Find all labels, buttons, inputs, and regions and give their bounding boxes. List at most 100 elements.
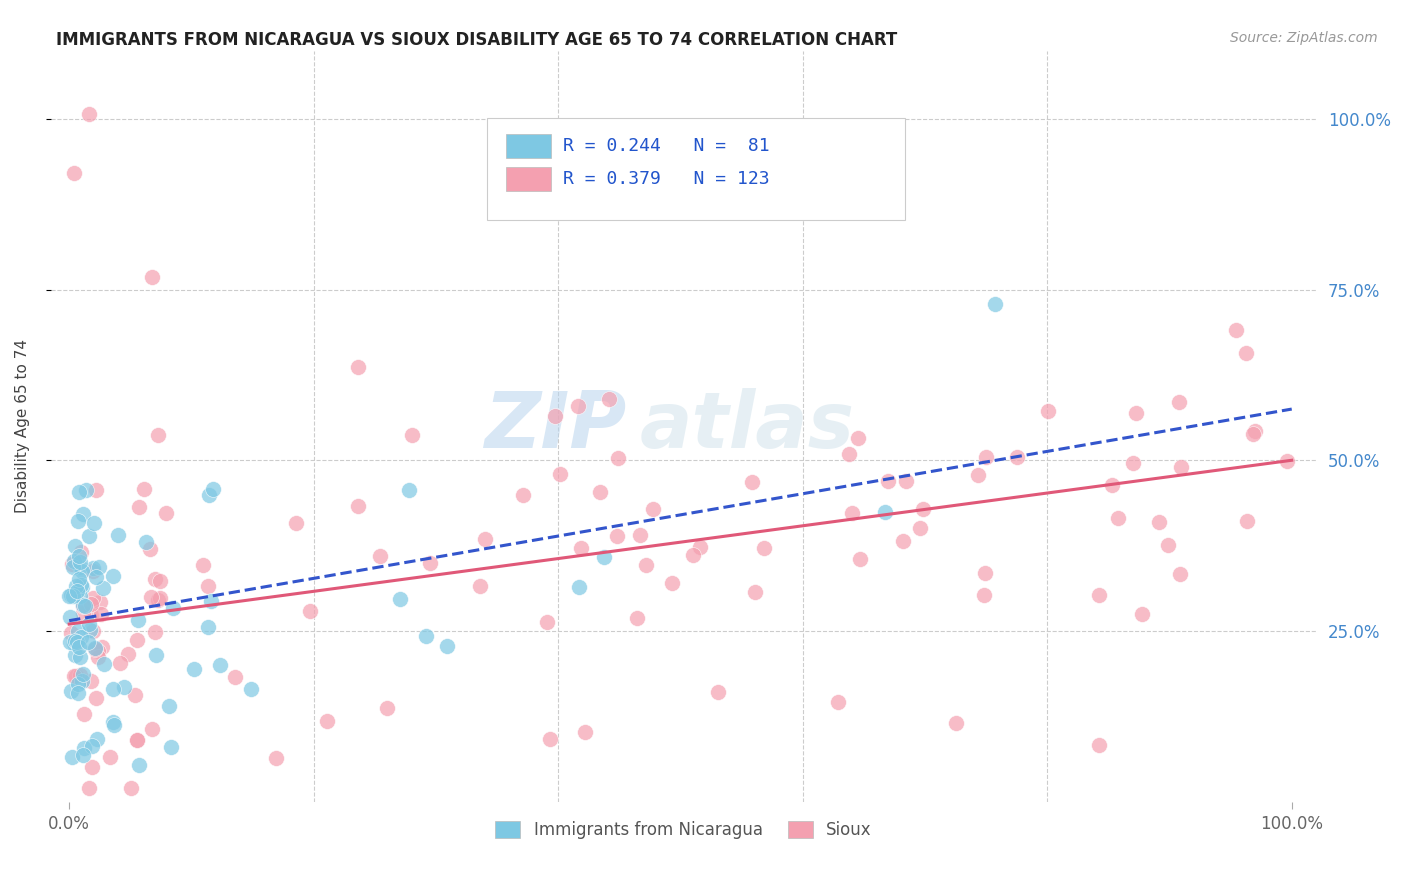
Point [69, 649, 91, 664]
Point [200, 594, 222, 608]
Point [1234, 346, 1257, 360]
Point [606, 450, 628, 465]
Point [62, 636, 84, 650]
Text: atlas: atlas [640, 388, 855, 464]
Point [744, 585, 766, 599]
Point [59, 588, 82, 602]
Point [706, 684, 728, 698]
Point [298, 604, 321, 618]
Point [67, 549, 90, 563]
Point [67, 572, 90, 586]
Point [1167, 394, 1189, 409]
Point [82, 591, 104, 605]
Point [1275, 453, 1298, 467]
Point [128, 500, 150, 515]
Point [202, 482, 225, 496]
Point [848, 552, 870, 566]
Point [436, 640, 458, 654]
Point [70, 673, 93, 688]
Point [893, 533, 915, 548]
Point [79, 624, 101, 638]
Point [66, 635, 89, 649]
Point [682, 549, 704, 563]
Point [69, 667, 91, 681]
Point [512, 488, 534, 502]
Point [67, 640, 90, 654]
Point [146, 427, 169, 442]
Bar [506, 167, 551, 191]
Text: IMMIGRANTS FROM NICARAGUA VS SIOUX DISABILITY AGE 65 TO 74 CORRELATION CHART: IMMIGRANTS FROM NICARAGUA VS SIOUX DISAB… [56, 31, 897, 49]
Point [568, 580, 591, 594]
Point [72, 599, 94, 614]
Point [198, 488, 221, 502]
Point [1241, 426, 1264, 441]
Point [347, 360, 370, 375]
Point [224, 669, 246, 683]
Text: R = 0.379   N = 123: R = 0.379 N = 123 [564, 170, 770, 188]
Point [90, 640, 112, 654]
Point [91, 582, 114, 596]
Point [134, 482, 156, 496]
Point [87, 650, 110, 665]
Point [827, 695, 849, 709]
Point [60, 558, 83, 572]
Point [101, 714, 124, 729]
Point [1101, 477, 1123, 491]
Point [155, 506, 177, 520]
Point [661, 576, 683, 591]
Point [72, 598, 94, 612]
Point [1036, 404, 1059, 418]
Point [125, 732, 148, 747]
Point [63, 539, 86, 553]
Point [145, 624, 167, 639]
Point [66, 677, 89, 691]
Point [574, 725, 596, 739]
Point [63, 634, 86, 648]
Point [62, 560, 84, 574]
Point [125, 632, 148, 647]
Point [70, 630, 93, 644]
Point [117, 648, 139, 662]
Point [87, 560, 110, 574]
Point [60, 750, 83, 764]
Point [72, 747, 94, 762]
Point [84, 483, 107, 497]
Point [70, 564, 93, 578]
Point [59, 610, 82, 624]
Point [139, 542, 162, 557]
Point [62, 166, 84, 180]
Point [536, 615, 558, 629]
Point [157, 698, 180, 713]
Point [72, 507, 94, 521]
Point [315, 714, 337, 728]
Text: Source: ZipAtlas.com: Source: ZipAtlas.com [1230, 31, 1378, 45]
Point [1088, 738, 1111, 752]
Point [689, 540, 711, 554]
Point [160, 740, 183, 755]
Legend: Immigrants from Nicaragua, Sioux: Immigrants from Nicaragua, Sioux [489, 814, 879, 846]
Point [567, 399, 589, 413]
Point [69, 560, 91, 574]
Point [69, 578, 91, 592]
Point [84, 691, 107, 706]
Point [984, 297, 1007, 311]
Point [347, 500, 370, 514]
Point [544, 409, 567, 423]
Point [752, 541, 775, 555]
Point [628, 528, 651, 542]
Point [145, 648, 167, 662]
FancyBboxPatch shape [488, 119, 905, 219]
Point [974, 566, 997, 580]
Point [82, 624, 104, 639]
Point [63, 554, 86, 568]
Point [120, 780, 142, 795]
Bar [506, 134, 551, 158]
Point [128, 758, 150, 772]
Point [79, 608, 101, 623]
Point [73, 599, 96, 613]
Point [108, 656, 131, 670]
Point [1147, 516, 1170, 530]
Point [375, 701, 398, 715]
Point [240, 681, 263, 696]
Point [86, 732, 108, 747]
